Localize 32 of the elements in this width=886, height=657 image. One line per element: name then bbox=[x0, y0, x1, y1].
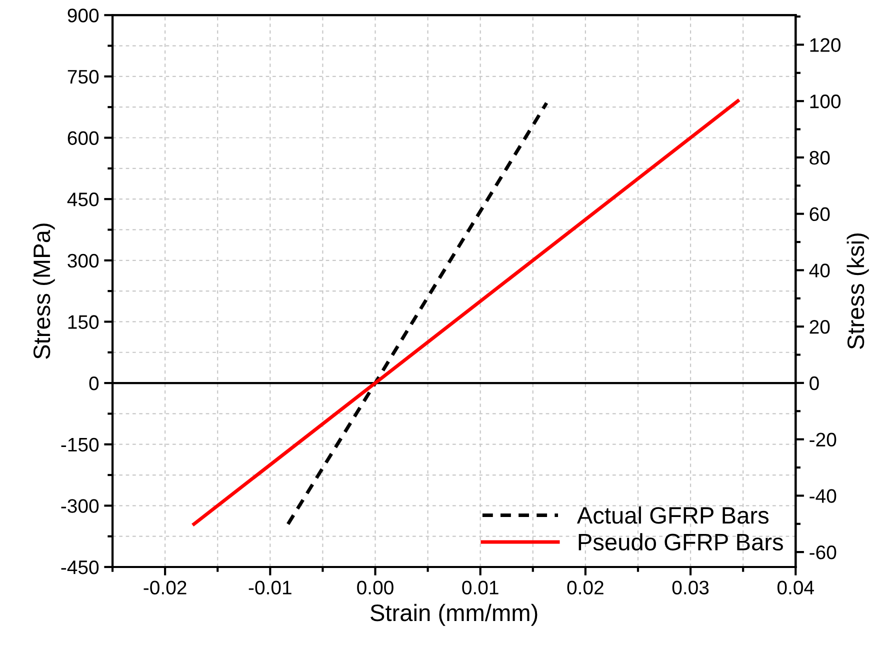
y-tick-label: 750 bbox=[68, 70, 99, 84]
x-tick-label: 0.00 bbox=[357, 580, 394, 594]
x-tick-label: 0.01 bbox=[462, 580, 498, 594]
y-axis-title: Stress (MPa) bbox=[32, 224, 55, 359]
y-tick-label: 900 bbox=[68, 8, 99, 22]
y-tick-label: -300 bbox=[61, 499, 99, 513]
y2-tick-label: 0 bbox=[810, 376, 819, 390]
y-tick-label: 0 bbox=[89, 376, 99, 390]
y2-tick-label: 100 bbox=[810, 94, 841, 108]
x-tick-label: 0.03 bbox=[672, 580, 709, 594]
y2-tick-label: -60 bbox=[810, 546, 836, 560]
y2-tick-label: -20 bbox=[810, 432, 836, 447]
y2-axis-title: Stress (ksi) bbox=[846, 233, 869, 350]
y-tick-label: 300 bbox=[68, 254, 99, 268]
legend-label: Actual GFRP Bars bbox=[576, 506, 769, 524]
x-tick-label: -0.01 bbox=[248, 580, 292, 594]
x-tick-label: -0.02 bbox=[144, 580, 186, 594]
y2-tick-label: 40 bbox=[809, 264, 830, 278]
y-tick-label: 150 bbox=[68, 315, 99, 329]
x-tick-label: 0.02 bbox=[567, 580, 604, 594]
y2-tick-label: 60 bbox=[810, 207, 830, 222]
x-tick-label: 0.04 bbox=[777, 580, 814, 594]
y-tick-label: 600 bbox=[68, 131, 99, 145]
y2-tick-label: -40 bbox=[810, 489, 836, 503]
legend-label: Pseudo GFRP Bars bbox=[578, 533, 783, 551]
y-tick-label: -150 bbox=[61, 438, 99, 452]
y2-tick-label: 20 bbox=[810, 320, 830, 334]
y2-tick-label: 80 bbox=[810, 150, 830, 165]
y2-tick-label: 120 bbox=[810, 38, 841, 52]
y-tick-label: -450 bbox=[61, 560, 99, 574]
x-axis-title: Strain (mm/mm) bbox=[370, 604, 538, 626]
y-tick-label: 450 bbox=[67, 192, 99, 206]
